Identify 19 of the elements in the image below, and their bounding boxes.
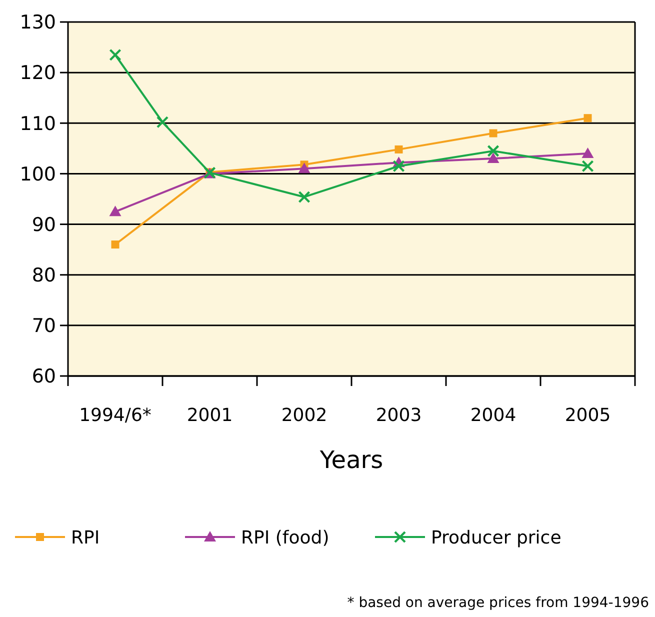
legend-label: RPI (food) xyxy=(241,527,330,548)
legend-label: RPI xyxy=(71,527,100,548)
x-tick-label: 2004 xyxy=(470,405,516,426)
y-tick-label: 120 xyxy=(20,62,56,84)
y-tick-label: 90 xyxy=(32,214,56,236)
y-tick-label: 70 xyxy=(32,315,56,338)
y-tick-label: 110 xyxy=(20,112,56,135)
x-tick-label: 2005 xyxy=(564,405,611,426)
legend-label: Producer price xyxy=(431,527,562,548)
x-tick-label: 1994/6* xyxy=(79,405,152,426)
y-tick-label: 100 xyxy=(20,163,56,186)
x-tick-label: 2003 xyxy=(376,405,422,426)
x-tick-label: 2002 xyxy=(281,405,328,426)
x-axis-title: Years xyxy=(318,446,384,474)
y-tick-label: 80 xyxy=(32,264,56,287)
text: * based on average prices from 1994-1996 xyxy=(347,595,650,611)
x-tick-label: 2001 xyxy=(186,405,233,426)
y-tick-label: 130 xyxy=(20,12,56,34)
y-tick-label: 60 xyxy=(32,366,56,388)
